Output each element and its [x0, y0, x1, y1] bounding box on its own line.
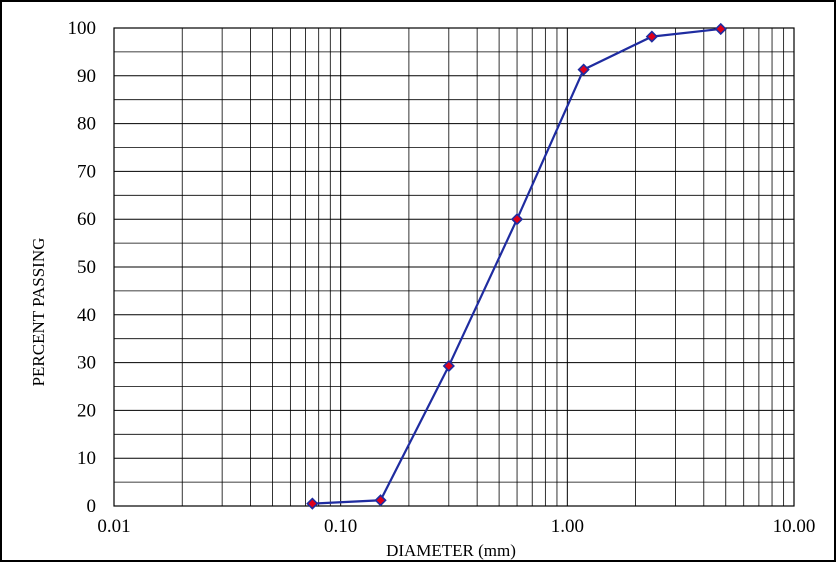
data-point-marker	[714, 22, 727, 36]
y-tick-label: 90	[77, 66, 96, 87]
data-point-marker	[645, 30, 658, 43]
y-axis-title: PERCENT PASSING	[29, 238, 48, 387]
y-tick-label: 40	[77, 305, 96, 326]
data-point-marker	[510, 213, 524, 226]
y-tick-label: 10	[77, 448, 96, 469]
y-tick-label: 20	[77, 400, 96, 421]
x-axis-title: DIAMETER (mm)	[386, 541, 516, 560]
data-point-marker	[442, 359, 455, 373]
data-point-marker	[577, 63, 590, 76]
y-tick-label: 60	[77, 209, 96, 230]
x-tick-label: 10.00	[773, 516, 816, 537]
data-point-marker	[306, 497, 319, 510]
x-tick-label: 1.00	[551, 516, 584, 537]
y-tick-label: 50	[77, 257, 96, 278]
y-tick-label: 30	[77, 353, 96, 374]
y-tick-label: 100	[68, 18, 97, 39]
data-point-marker	[374, 494, 387, 507]
grid-lines	[113, 27, 794, 507]
y-tick-label: 0	[87, 496, 97, 517]
x-tick-labels: 0.01 0.10 1.00 10.00	[97, 516, 815, 537]
y-tick-label: 70	[77, 161, 96, 182]
x-tick-label: 0.01	[97, 516, 130, 537]
x-tick-label: 0.10	[324, 516, 357, 537]
data-series	[306, 22, 727, 510]
y-tick-labels: 0 10 20 30 40 50 60 70 80 90 100	[68, 18, 97, 517]
y-tick-label: 80	[77, 114, 96, 135]
